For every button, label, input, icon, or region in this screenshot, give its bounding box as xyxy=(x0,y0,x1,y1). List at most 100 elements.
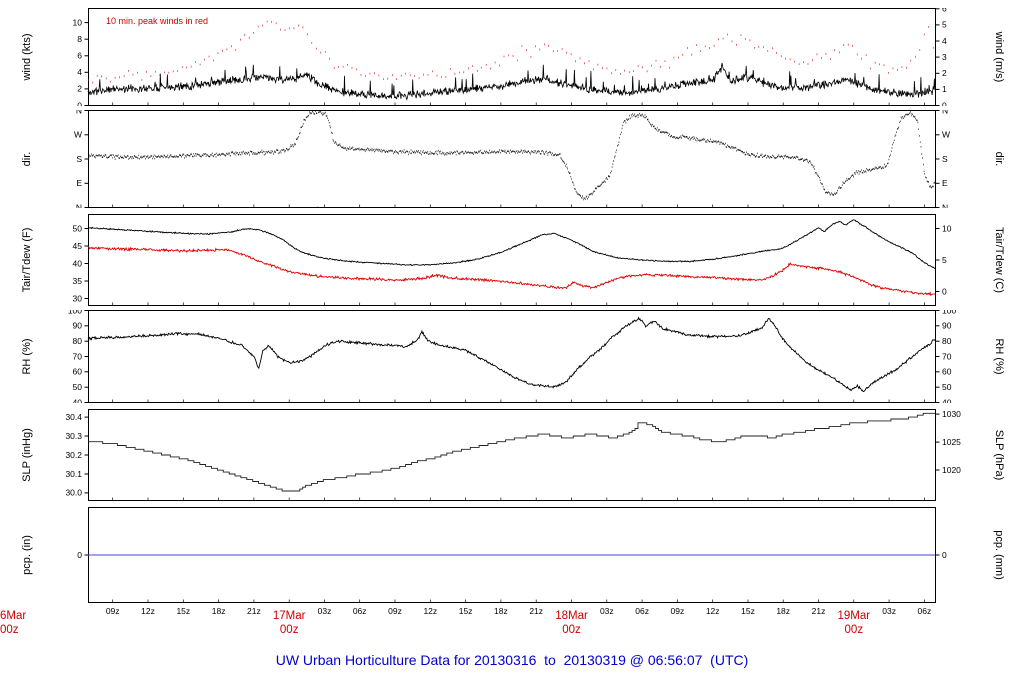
axis-tick-label: 35 xyxy=(73,276,83,286)
time-tick-label: 12z xyxy=(141,606,155,616)
y-axis-label-right: SLP (hPa) xyxy=(993,430,1005,481)
axis-tick-label: 1025 xyxy=(942,437,961,447)
time-tick-label: 09z xyxy=(105,606,120,616)
axis-tick-label: 0 xyxy=(942,286,947,296)
axis-tick-label: 70 xyxy=(942,351,952,361)
y-axis-label-left: SLP (inHg) xyxy=(21,428,33,482)
y-axis-label-left: dir. xyxy=(21,152,33,167)
panel-frame xyxy=(88,409,936,501)
axis-tick-label: 1 xyxy=(942,84,947,94)
axis-tick-label: 60 xyxy=(942,367,952,377)
axis-tick-label: 30 xyxy=(73,293,83,303)
time-tick-label: 06z xyxy=(635,606,649,616)
y-axis-label-right: dir. xyxy=(993,152,1005,167)
y-axis-label-left: wind (kts) xyxy=(21,33,33,81)
time-tick-label: 03z xyxy=(882,606,896,616)
time-tick-label: 18z xyxy=(211,606,226,616)
axis-tick-label: 5 xyxy=(942,20,947,30)
y-axis-label-right: RH (%) xyxy=(993,338,1005,374)
axis-tick-label: 50 xyxy=(73,223,83,233)
axis-tick-label: 80 xyxy=(942,336,952,346)
wind_peak-dots xyxy=(88,20,934,84)
time-tick-label: 21z xyxy=(529,606,544,616)
time-tick-label: 18z xyxy=(494,606,508,616)
tdew-trace xyxy=(87,246,935,297)
axis-tick-label: N xyxy=(76,202,82,208)
axis-tick-label: N xyxy=(942,110,948,115)
axis-tick-label: 0 xyxy=(77,100,82,106)
y-axis-label-right: Tair/Tdew (C) xyxy=(993,227,1005,293)
panel-frame xyxy=(88,110,936,208)
axis-tick-label: 3 xyxy=(942,52,947,62)
chart-panels: 10 8 6 4 2 0 6 5 4 3 2 1 0 wind (kts) wind (m/s) N W S E N N… xyxy=(0,8,1024,603)
date-label: 17Mar 00z xyxy=(272,610,306,636)
y-axis-label-left: RH (%) xyxy=(21,338,33,374)
time-tick-label: 09z xyxy=(670,606,685,616)
axis-tick-label: 0 xyxy=(942,100,947,106)
axis-tick-label: 0 xyxy=(77,550,82,560)
axis-tick-label: 70 xyxy=(73,351,83,361)
peak-wind-note: 10 min. peak winds in red xyxy=(106,16,209,26)
date-label: 18Mar 00z xyxy=(555,610,588,636)
axis-tick-label: 2 xyxy=(77,84,82,94)
axis-tick-label: 8 xyxy=(77,34,82,44)
y-axis-label-left: Tair/Tdew (F) xyxy=(21,228,33,293)
axis-tick-label: 30.4 xyxy=(65,412,82,422)
axis-tick-label: 45 xyxy=(73,241,83,251)
time-tick-label: 21z xyxy=(811,606,826,616)
time-tick-label: 12z xyxy=(705,606,720,616)
axis-tick-label: N xyxy=(76,110,82,115)
wind_kts-trace xyxy=(87,62,936,101)
time-tick-label: 03z xyxy=(317,606,332,616)
axis-tick-label: 50 xyxy=(73,382,83,392)
axis-tick-label: E xyxy=(942,178,948,188)
date-label: 19Mar 00z xyxy=(837,610,871,636)
axis-tick-label: 50 xyxy=(942,382,952,392)
axis-tick-label: W xyxy=(942,130,950,140)
axis-tick-label: 10 xyxy=(942,223,952,233)
panel-rh: 100 90 80 70 60 50 40 100 90 80 70 60 50 40 RH (%) RH (… xyxy=(21,310,1005,403)
axis-tick-label: 100 xyxy=(68,310,82,315)
y-axis-label-right: pcp. (mm) xyxy=(993,530,1005,580)
axis-tick-label: 6 xyxy=(77,51,82,61)
time-tick-label: 09z xyxy=(388,606,402,616)
y-axis-label-left: pcp. (in) xyxy=(21,535,33,575)
axis-tick-label: 5 xyxy=(942,255,947,265)
axis-tick-label: 80 xyxy=(73,336,83,346)
slp-trace xyxy=(88,412,935,492)
axis-tick-label: 1020 xyxy=(942,465,961,475)
time-tick-label: 15z xyxy=(458,606,473,616)
time-tick-label: 21z xyxy=(247,606,261,616)
axis-tick-label: 40 xyxy=(942,397,952,403)
axis-tick-label: 30.3 xyxy=(65,431,82,441)
axis-tick-label: S xyxy=(76,154,82,164)
axis-tick-label: 4 xyxy=(77,67,82,77)
axis-tick-label: N xyxy=(942,202,948,208)
axis-tick-label: 6 xyxy=(942,8,947,14)
axis-tick-label: 2 xyxy=(942,68,947,78)
axis-tick-label: E xyxy=(76,178,82,188)
time-tick-label: 06z xyxy=(352,606,367,616)
panel-frame xyxy=(88,214,936,306)
axis-tick-label: 90 xyxy=(942,321,952,331)
panel-slp: 30.4 30.3 30.2 30.1 30.0 1030 1025 1020 SLP (inH… xyxy=(21,409,1005,501)
axis-tick-label: 0 xyxy=(942,550,947,560)
tair-trace xyxy=(87,219,936,270)
axis-tick-label: 90 xyxy=(73,321,83,331)
axis-tick-label: 40 xyxy=(73,397,83,403)
axis-tick-label: 30.0 xyxy=(65,488,82,498)
time-tick-label: 15z xyxy=(741,606,755,616)
axis-tick-label: 100 xyxy=(942,310,956,315)
axis-tick-label: 10 xyxy=(73,17,83,27)
axis-tick-label: 30.1 xyxy=(65,469,82,479)
edge-date-label: 6Mar 00z xyxy=(0,610,27,636)
rh-trace xyxy=(87,316,936,393)
axis-tick-label: 4 xyxy=(942,36,947,46)
panel-frame xyxy=(88,310,936,403)
chart-title: UW Urban Horticulture Data for 20130316 … xyxy=(275,652,749,668)
axis-tick-label: 1030 xyxy=(942,409,961,419)
axis-tick-label: S xyxy=(942,154,948,164)
